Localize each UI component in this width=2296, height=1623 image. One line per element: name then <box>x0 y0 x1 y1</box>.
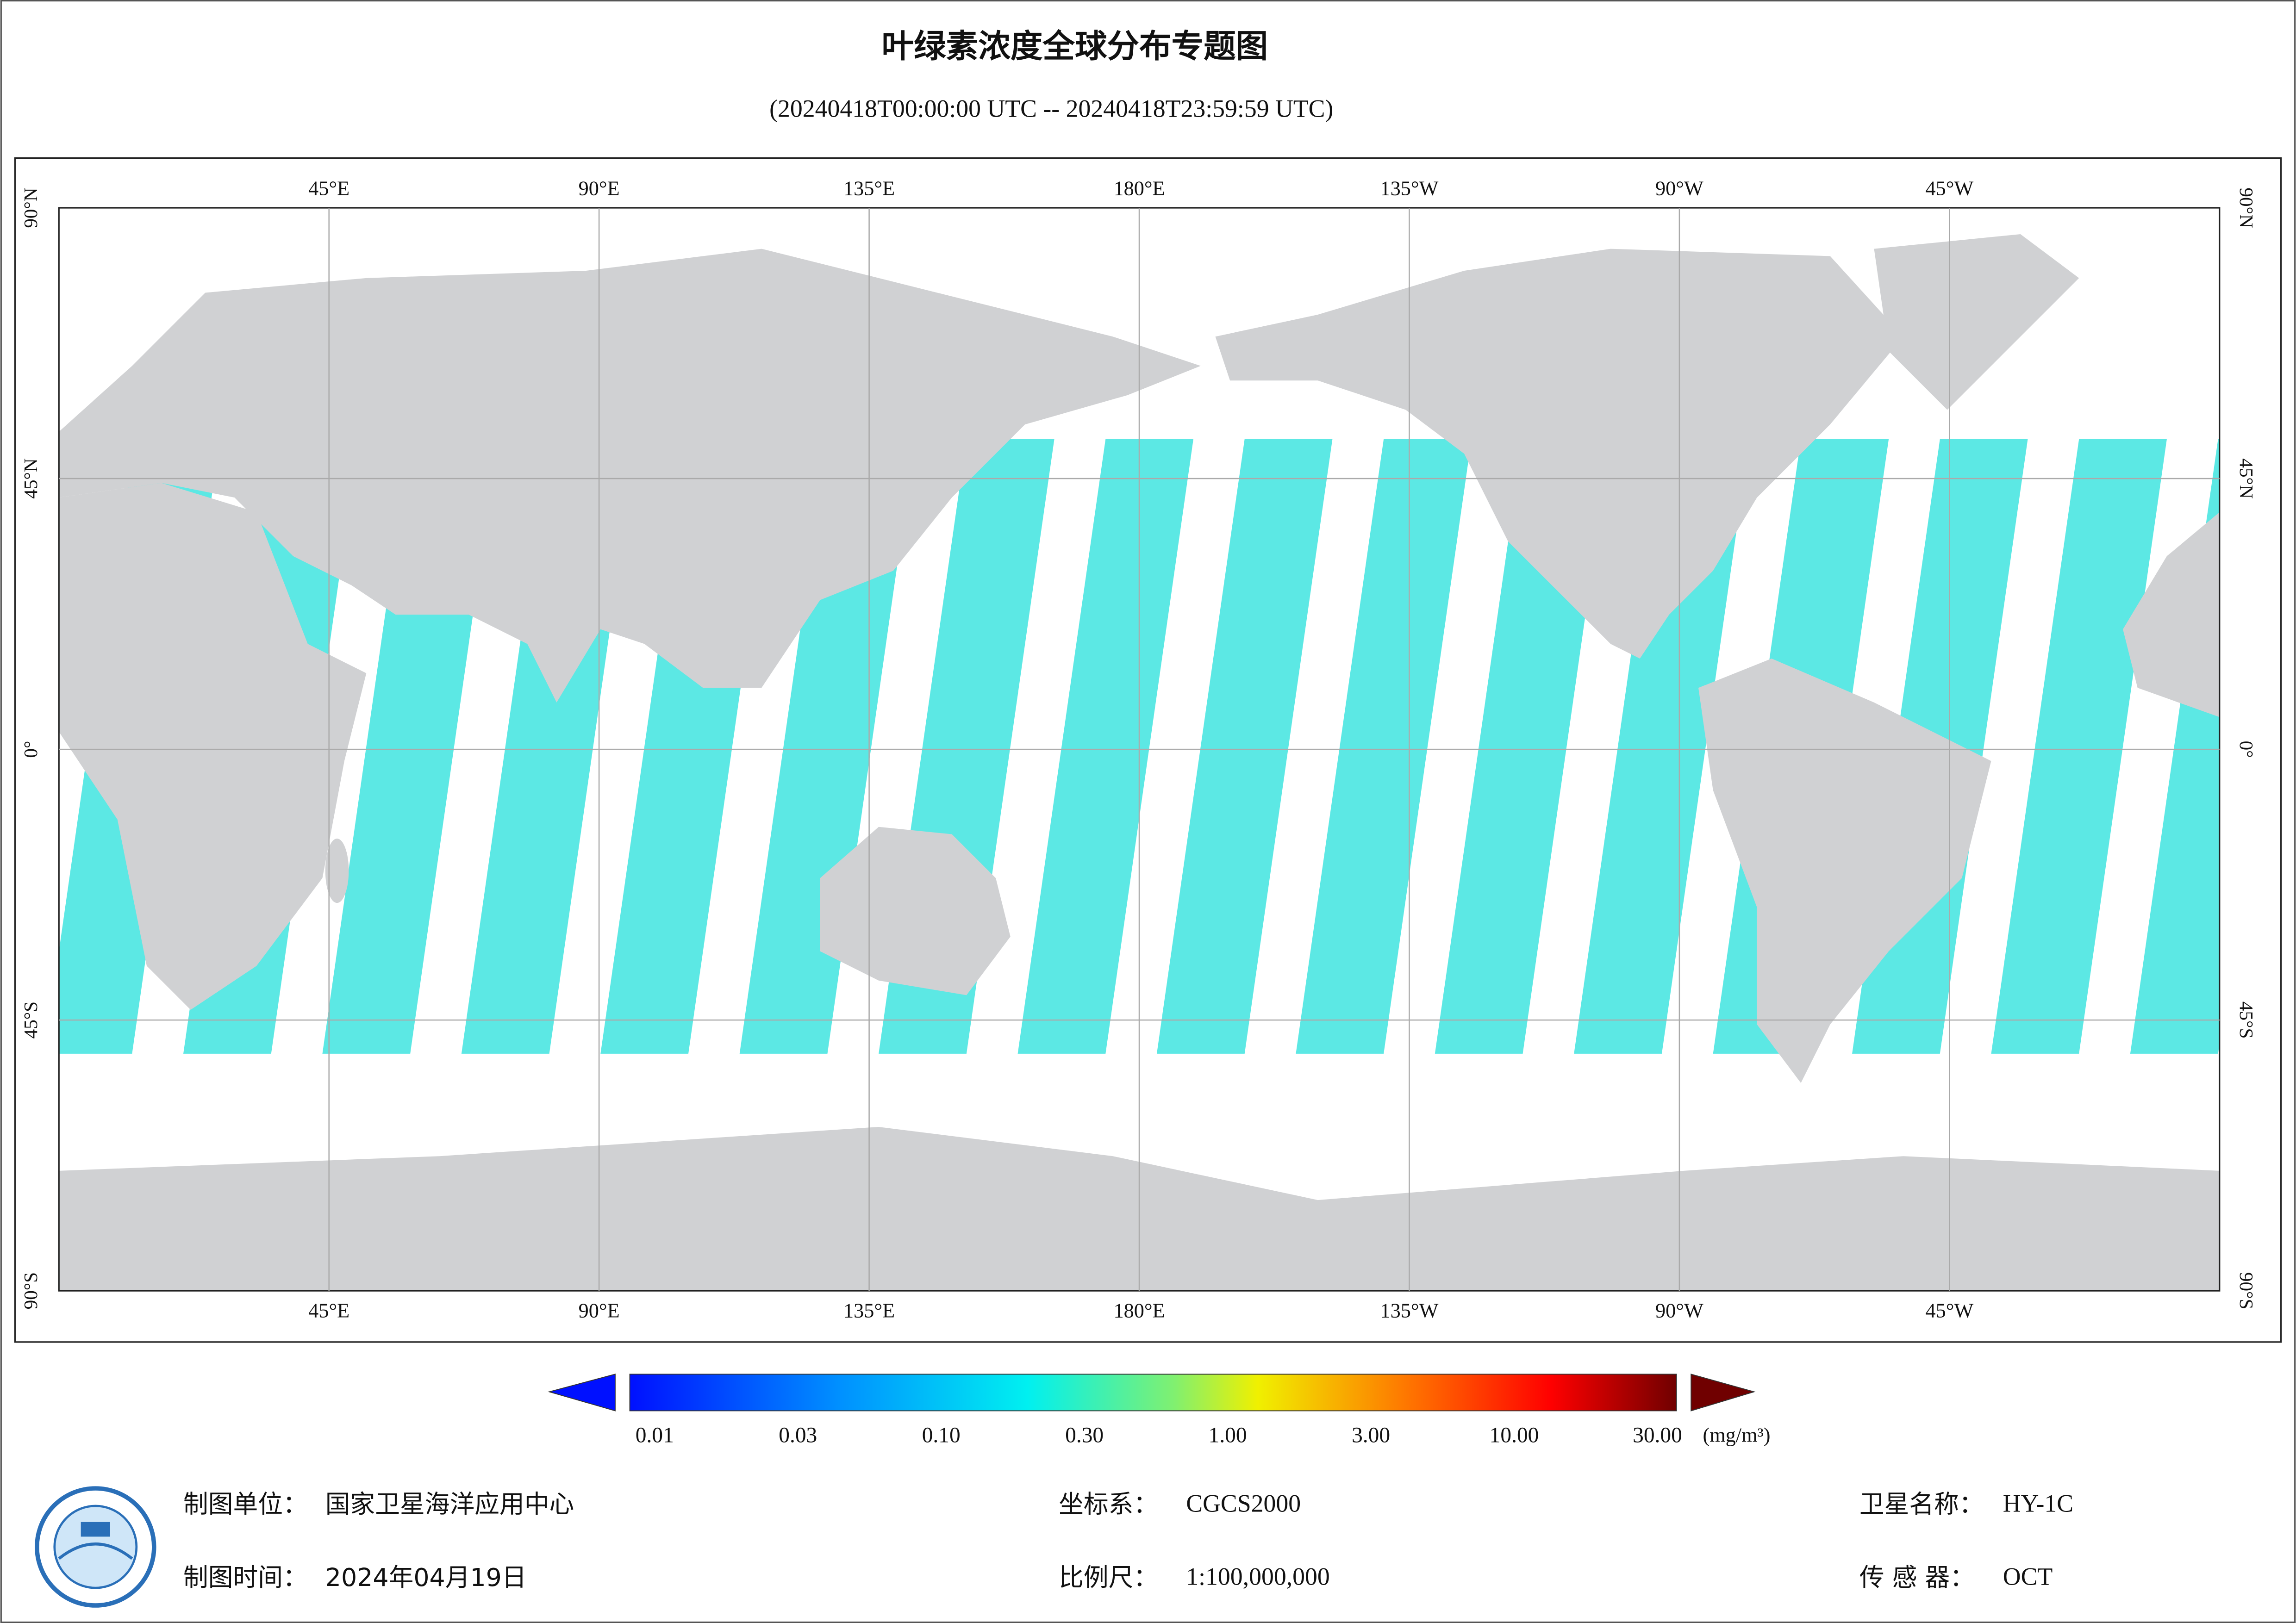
lat-label: 45°N <box>2236 458 2257 498</box>
lon-label: 45°W <box>1925 1300 1973 1322</box>
swath <box>1991 439 2167 1054</box>
lon-label: 135°W <box>1380 177 1439 199</box>
land <box>59 249 1201 703</box>
lon-label: 90°E <box>579 1300 620 1322</box>
colorbar <box>629 1374 1677 1412</box>
colorbar-tick-label: 3.00 <box>1352 1423 1390 1447</box>
date: 2024年04月19日 <box>325 1563 527 1592</box>
date-label: 制图时间： <box>183 1563 308 1592</box>
swath <box>1296 439 1472 1054</box>
lat-label: 45°S <box>2236 1001 2257 1038</box>
land <box>2123 512 2220 717</box>
crs: CGCS2000 <box>1186 1489 1301 1517</box>
lat-label: 90°S <box>2236 1272 2257 1309</box>
graticule: 45°E 45°E 90°E 90°E 135°E 135°E 180°E 180°E 135°… <box>20 177 2257 1322</box>
colorbar-unit: (mg/m³) <box>1703 1424 1771 1447</box>
lat-label: 90°N <box>2236 187 2257 228</box>
lon-label: 90°W <box>1655 177 1703 199</box>
lat-label: 45°S <box>20 1001 41 1038</box>
lon-label: 180°E <box>1113 177 1165 199</box>
lon-label: 90°E <box>579 177 620 199</box>
lat-label: 90°S <box>20 1272 41 1309</box>
lon-label: 90°W <box>1655 1300 1703 1322</box>
lon-label: 45°W <box>1925 177 1973 199</box>
lon-label: 45°E <box>308 177 349 199</box>
lat-label: 90°N <box>20 187 41 228</box>
subtitle: (20240418T00:00:00 UTC -- 20240418T23:59… <box>769 95 1333 123</box>
unit-label: 制图单位： <box>183 1490 308 1519</box>
lat-label: 45°N <box>20 458 41 498</box>
lon-label: 135°E <box>843 1300 895 1322</box>
logo <box>35 1486 156 1608</box>
map-frame <box>14 157 2282 1343</box>
satellite: HY-1C <box>2003 1489 2073 1517</box>
title: 叶绿素浓度全球分布专题图 <box>882 27 1268 65</box>
swath <box>1156 439 1333 1054</box>
lat-label: 0° <box>20 741 41 758</box>
colorbar-tick-label: 30.00 <box>1633 1423 1682 1447</box>
land <box>59 483 367 1010</box>
crs-label: 坐标系： <box>1059 1490 1158 1519</box>
lat-label: 0° <box>2236 741 2257 758</box>
sensor-label: 传 感 器： <box>1859 1563 1975 1592</box>
land <box>1215 249 1903 659</box>
map <box>59 234 2220 1291</box>
lon-label: 180°E <box>1113 1300 1165 1322</box>
swath <box>739 439 916 1054</box>
colorbar-tick-label: 0.30 <box>1065 1423 1104 1447</box>
swath <box>1017 439 1194 1054</box>
land <box>1698 659 1991 1083</box>
colorbar-ticks: 0.01 0.03 0.10 0.30 1.00 3.00 10.00 30.00 <box>636 1423 1682 1447</box>
land <box>820 827 1011 995</box>
sensor: OCT <box>2003 1562 2053 1590</box>
swath <box>1574 439 1750 1054</box>
colorbar-tick-label: 0.10 <box>922 1423 961 1447</box>
colorbar-tick-label: 0.03 <box>779 1423 817 1447</box>
colorbar-min-arrow <box>548 1374 616 1412</box>
lon-label: 45°E <box>308 1300 349 1322</box>
lon-label: 135°E <box>843 177 895 199</box>
scale-label: 比例尺： <box>1059 1563 1158 1592</box>
colorbar-tick-label: 1.00 <box>1209 1423 1247 1447</box>
colorbar-max-arrow <box>1691 1374 1756 1412</box>
unit: 国家卫星海洋应用中心 <box>325 1490 574 1519</box>
land <box>325 839 349 903</box>
colorbar-tick-label: 10.00 <box>1490 1423 1539 1447</box>
lon-label: 135°W <box>1380 1300 1439 1322</box>
scale: 1:100,000,000 <box>1186 1562 1330 1590</box>
land <box>1874 234 2079 410</box>
satellite-label: 卫星名称： <box>1859 1490 1984 1519</box>
colorbar-tick-label: 0.01 <box>636 1423 674 1447</box>
